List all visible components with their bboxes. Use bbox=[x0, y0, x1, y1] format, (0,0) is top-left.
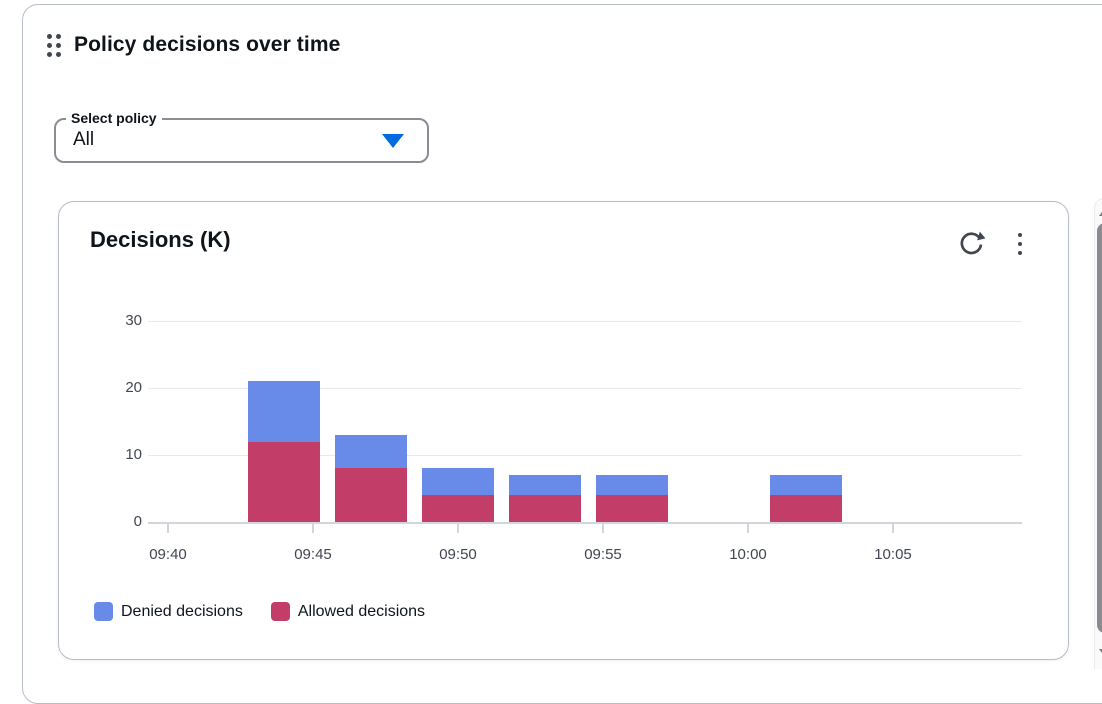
decisions-card: Decisions (K) 0 10 20 30 09:40 09:45 09:50 09:5… bbox=[58, 201, 1069, 660]
vertical-scrollbar[interactable] bbox=[1094, 198, 1102, 669]
legend-label: Denied decisions bbox=[121, 602, 243, 620]
y-tick-label: 10 bbox=[125, 446, 142, 463]
bar-segment-denied-decisions[interactable] bbox=[335, 434, 407, 469]
x-tick-mark bbox=[457, 524, 459, 533]
x-tick-mark bbox=[892, 524, 894, 533]
x-axis-line bbox=[148, 522, 1022, 524]
policy-select-value: All bbox=[73, 129, 95, 150]
policy-decisions-widget: Policy decisions over time Select policy… bbox=[22, 4, 1102, 704]
x-tick-mark bbox=[312, 524, 314, 533]
bar-segment-allowed-decisions[interactable] bbox=[509, 495, 581, 522]
widget-title: Policy decisions over time bbox=[74, 33, 341, 56]
scrollbar-thumb[interactable] bbox=[1097, 223, 1102, 633]
policy-select[interactable]: Select policy All bbox=[54, 110, 429, 163]
scroll-up-arrow-icon[interactable] bbox=[1099, 208, 1102, 216]
decisions-chart: 0 10 20 30 09:40 09:45 09:50 09:55 10:00 10:05 bbox=[59, 202, 1070, 661]
bar-segment-denied-decisions[interactable] bbox=[596, 475, 668, 496]
bar-segment-allowed-decisions[interactable] bbox=[335, 468, 407, 522]
legend-label: Allowed decisions bbox=[297, 602, 426, 620]
x-tick-mark bbox=[167, 524, 169, 533]
kebab-menu-button[interactable] bbox=[1005, 229, 1035, 259]
x-tick-mark bbox=[602, 524, 604, 533]
chevron-down-icon bbox=[382, 134, 404, 148]
legend-swatch-icon bbox=[94, 602, 113, 621]
y-tick-label: 20 bbox=[125, 379, 142, 396]
policy-select-label: Select policy bbox=[66, 110, 162, 126]
x-tick-mark bbox=[747, 524, 749, 533]
x-tick-label: 09:55 bbox=[584, 546, 622, 563]
legend-item-allowed-decisions[interactable]: Allowed decisions bbox=[270, 602, 426, 621]
kebab-icon bbox=[1018, 233, 1022, 255]
scroll-down-arrow-icon[interactable] bbox=[1099, 649, 1102, 657]
bar-segment-denied-decisions[interactable] bbox=[509, 475, 581, 496]
bar-segment-allowed-decisions[interactable] bbox=[596, 495, 668, 522]
bar-segment-allowed-decisions[interactable] bbox=[770, 495, 842, 522]
drag-handle-icon[interactable] bbox=[47, 33, 61, 57]
gridline bbox=[148, 454, 1022, 456]
widget-header: Policy decisions over time bbox=[47, 33, 340, 57]
x-tick-label: 09:50 bbox=[439, 546, 477, 563]
refresh-icon bbox=[960, 231, 985, 255]
gridline bbox=[148, 320, 1022, 322]
bar-segment-allowed-decisions[interactable] bbox=[248, 441, 320, 522]
y-tick-label: 0 bbox=[133, 513, 142, 530]
legend-swatch-icon bbox=[270, 602, 290, 621]
legend-item-denied-decisions[interactable]: Denied decisions bbox=[94, 602, 243, 621]
x-tick-label: 10:00 bbox=[729, 546, 767, 563]
bar-segment-allowed-decisions[interactable] bbox=[422, 495, 494, 522]
x-tick-label: 09:45 bbox=[294, 546, 332, 563]
x-tick-label: 10:05 bbox=[874, 546, 912, 563]
chart-legend: Denied decisions Allowed decisions bbox=[94, 602, 425, 621]
bar-segment-denied-decisions[interactable] bbox=[770, 475, 842, 496]
card-title: Decisions (K) bbox=[90, 227, 231, 252]
refresh-button[interactable] bbox=[956, 229, 986, 259]
y-tick-label: 30 bbox=[125, 312, 142, 329]
bar-segment-denied-decisions[interactable] bbox=[248, 381, 320, 442]
bar-segment-denied-decisions[interactable] bbox=[422, 468, 494, 496]
x-tick-label: 09:40 bbox=[149, 546, 187, 563]
gridline bbox=[148, 387, 1022, 389]
